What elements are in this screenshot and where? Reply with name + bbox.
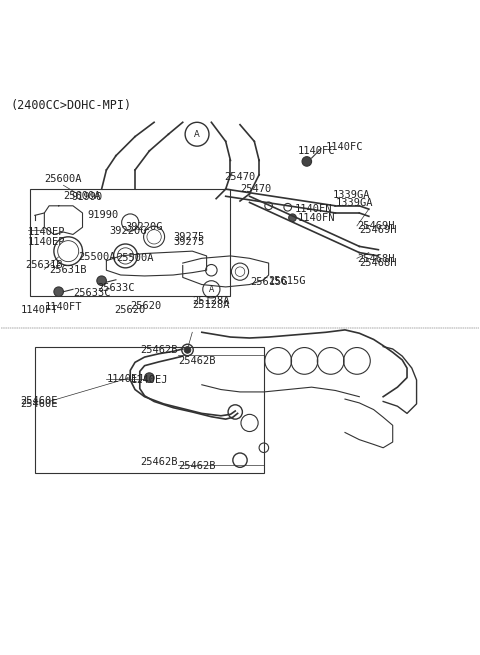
Text: 1140EP: 1140EP bbox=[28, 236, 65, 246]
Text: 25631B: 25631B bbox=[49, 265, 86, 275]
Text: 25615G: 25615G bbox=[250, 277, 288, 288]
Text: 25633C: 25633C bbox=[97, 284, 134, 293]
Text: 25600A: 25600A bbox=[45, 174, 82, 184]
Text: 25620: 25620 bbox=[115, 305, 146, 314]
Text: 1339GA: 1339GA bbox=[336, 198, 373, 208]
Text: 91990: 91990 bbox=[72, 193, 103, 202]
Text: 39275: 39275 bbox=[173, 236, 204, 246]
Circle shape bbox=[144, 373, 154, 383]
Text: 25460E: 25460E bbox=[21, 399, 58, 409]
Text: 25600A: 25600A bbox=[63, 191, 101, 201]
Text: 25469H: 25469H bbox=[357, 221, 395, 231]
Text: 1140FN: 1140FN bbox=[297, 213, 335, 223]
Text: 25468H: 25468H bbox=[360, 258, 397, 268]
Circle shape bbox=[54, 287, 63, 297]
Circle shape bbox=[184, 346, 191, 353]
Circle shape bbox=[97, 276, 107, 286]
Text: 1140FC: 1140FC bbox=[297, 146, 335, 156]
Text: 25620: 25620 bbox=[130, 301, 161, 311]
Text: 1140EJ: 1140EJ bbox=[130, 375, 168, 385]
Text: 39220G: 39220G bbox=[125, 222, 163, 233]
Text: 25462B: 25462B bbox=[178, 461, 216, 471]
Text: 25128A: 25128A bbox=[192, 296, 230, 307]
Text: 1140FN: 1140FN bbox=[295, 204, 332, 214]
Text: 39220G: 39220G bbox=[109, 227, 146, 236]
Text: 1140EP: 1140EP bbox=[28, 227, 65, 237]
Text: 1339GA: 1339GA bbox=[333, 189, 371, 200]
Text: 25470: 25470 bbox=[224, 172, 256, 182]
Text: 25500A: 25500A bbox=[78, 252, 116, 262]
Text: A: A bbox=[194, 130, 200, 139]
Text: 91990: 91990 bbox=[87, 210, 119, 220]
Text: 1140FT: 1140FT bbox=[21, 305, 58, 314]
Text: 25633C: 25633C bbox=[73, 288, 111, 298]
Text: 1140EJ: 1140EJ bbox=[107, 373, 144, 384]
Text: 25615G: 25615G bbox=[269, 276, 306, 286]
Text: 25631B: 25631B bbox=[25, 260, 63, 271]
Text: 1140FT: 1140FT bbox=[44, 302, 82, 312]
Text: 25500A: 25500A bbox=[116, 253, 154, 263]
Circle shape bbox=[288, 214, 296, 221]
Text: 39275: 39275 bbox=[173, 232, 204, 242]
Text: 25469H: 25469H bbox=[360, 225, 397, 234]
Text: (2400CC>DOHC-MPI): (2400CC>DOHC-MPI) bbox=[11, 99, 132, 112]
Text: 25462B: 25462B bbox=[141, 457, 178, 467]
Text: 25470: 25470 bbox=[240, 184, 271, 194]
Circle shape bbox=[302, 157, 312, 166]
Text: 25462B: 25462B bbox=[141, 345, 178, 355]
Text: 25468H: 25468H bbox=[357, 254, 395, 264]
Text: 25462B: 25462B bbox=[178, 356, 216, 366]
Text: 25128A: 25128A bbox=[192, 300, 230, 310]
Text: 25460E: 25460E bbox=[21, 396, 58, 407]
Text: 1140FC: 1140FC bbox=[326, 142, 363, 152]
Text: A: A bbox=[209, 285, 214, 294]
